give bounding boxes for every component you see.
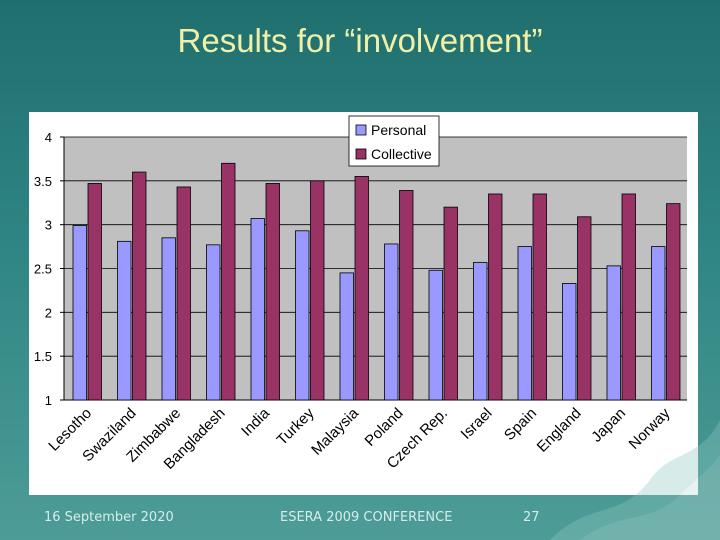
bar-personal-turkey [295, 230, 310, 401]
x-tick-label: Turkey [274, 404, 318, 448]
bar-collective-england [577, 216, 592, 401]
bar-personal-israel [473, 261, 488, 401]
bar-collective-czech-rep- [443, 206, 458, 401]
bar-collective-norway [666, 203, 681, 401]
y-tick-label: 3 [45, 218, 52, 233]
bar-collective-zimbabwe [176, 186, 191, 401]
x-tick-label: England [534, 405, 585, 456]
bar-chart: 11.522.533.54LesothoSwazilandZimbabweBan… [34, 115, 687, 473]
bar-personal-india [250, 218, 265, 401]
bar-personal-japan [606, 265, 621, 401]
y-tick-label: 4 [45, 130, 52, 145]
bar-personal-england [562, 283, 577, 401]
legend-label-collective: Collective [371, 146, 432, 162]
bar-personal-czech-rep- [428, 269, 443, 401]
legend-swatch-collective [355, 148, 367, 160]
bar-personal-poland [384, 243, 399, 401]
x-tick-label: Malaysia [308, 404, 362, 458]
y-tick-label: 2.5 [34, 262, 52, 277]
y-tick-label: 1.5 [34, 349, 52, 364]
bar-collective-bangladesh [221, 162, 236, 401]
slide-title: Results for “involvement” [177, 22, 543, 59]
y-tick-label: 3.5 [34, 174, 52, 189]
bar-collective-poland [399, 190, 414, 401]
x-tick-label: Spain [501, 405, 540, 444]
bar-personal-swaziland [117, 240, 132, 401]
bar-collective-lesotho [87, 183, 102, 401]
legend-label-personal: Personal [371, 122, 426, 138]
x-tick-label: India [238, 404, 273, 439]
bar-collective-japan [621, 193, 636, 401]
chart-panel: 1 1.5 2 2.5 3 3.5 4 Lesotho Swaziland Zimbabwe Ban… [29, 112, 698, 495]
bar-collective-india [265, 183, 280, 401]
bar-collective-turkey [310, 180, 325, 401]
bar-personal-spain [517, 246, 532, 401]
page-number: 27 [523, 510, 540, 525]
bar-personal-lesotho [72, 225, 87, 401]
x-tick-label: Japan [588, 405, 629, 446]
bar-personal-bangladesh [206, 244, 221, 401]
bar-collective-swaziland [132, 171, 147, 401]
bar-collective-malaysia [354, 176, 369, 401]
footer-conference: ESERA 2009 CONFERENCE [280, 510, 453, 525]
x-tick-label: Norway [626, 404, 674, 452]
bar-personal-norway [651, 246, 666, 401]
bar-personal-malaysia [339, 272, 354, 401]
y-tick-label: 1 [45, 393, 52, 408]
legend-swatch-personal [355, 124, 367, 136]
bar-personal-zimbabwe [161, 237, 176, 401]
y-tick-label: 2 [45, 305, 52, 320]
bar-collective-israel [488, 193, 503, 401]
bar-collective-spain [532, 193, 547, 401]
footer-date: 16 September 2020 [44, 510, 174, 525]
x-tick-label: Israel [458, 405, 496, 443]
